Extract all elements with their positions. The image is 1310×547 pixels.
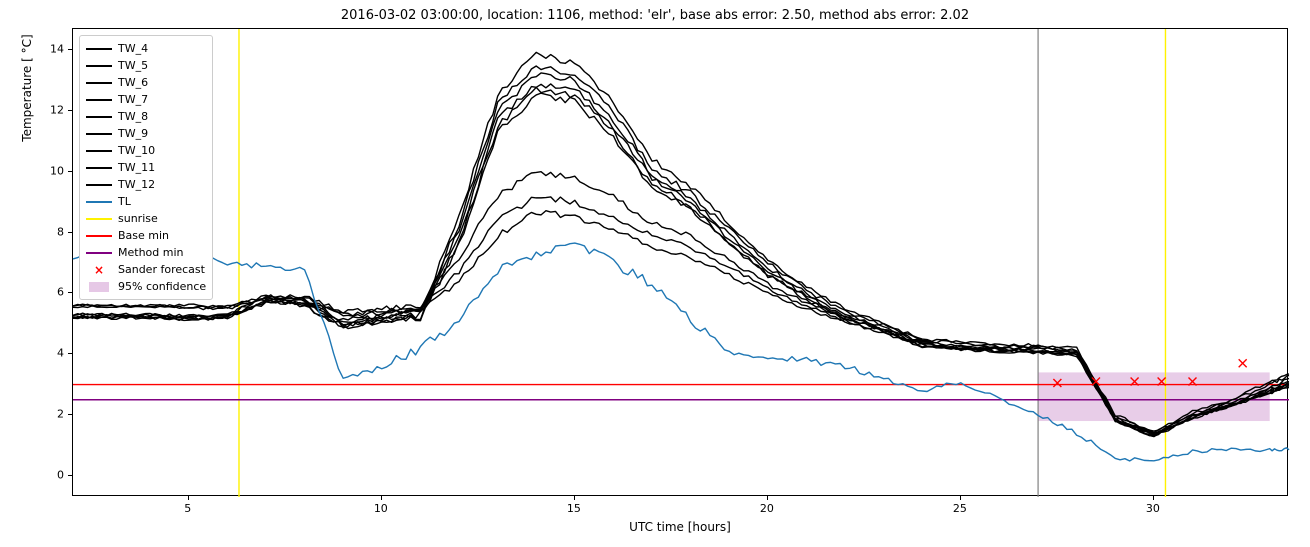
legend-swatch	[86, 60, 112, 72]
y-tick	[68, 171, 72, 172]
x-tick	[381, 496, 382, 500]
legend-label: TW_4	[118, 42, 148, 55]
legend-item: TW_9	[86, 125, 206, 142]
y-tick	[68, 49, 72, 50]
y-tick-label: 12	[44, 104, 64, 117]
legend-swatch	[86, 213, 112, 225]
x-tick	[1153, 496, 1154, 500]
legend-swatch	[86, 94, 112, 106]
x-tick	[574, 496, 575, 500]
legend-swatch: ×	[86, 264, 112, 276]
x-tick-label: 15	[567, 502, 581, 515]
y-tick-label: 8	[44, 225, 64, 238]
legend-label: TW_12	[118, 178, 155, 191]
legend-swatch	[86, 145, 112, 157]
y-tick	[68, 110, 72, 111]
y-tick	[68, 353, 72, 354]
legend-swatch	[86, 77, 112, 89]
legend-item: TW_6	[86, 74, 206, 91]
legend-swatch	[86, 179, 112, 191]
legend-item: TW_5	[86, 57, 206, 74]
legend-swatch	[86, 196, 112, 208]
legend-label: TW_9	[118, 127, 148, 140]
legend-label: TW_6	[118, 76, 148, 89]
y-tick	[68, 414, 72, 415]
legend-item: TL	[86, 193, 206, 210]
plot-area: TW_4 TW_5 TW_6 TW_7 TW_8 TW_9 TW_10 TW_11 TW_12 T…	[72, 28, 1288, 496]
legend-item: TW_7	[86, 91, 206, 108]
legend-swatch	[86, 128, 112, 140]
legend-swatch	[86, 281, 112, 293]
y-tick	[68, 475, 72, 476]
y-tick-label: 14	[44, 43, 64, 56]
chart-title: 2016-03-02 03:00:00, location: 1106, met…	[0, 8, 1310, 23]
legend: TW_4 TW_5 TW_6 TW_7 TW_8 TW_9 TW_10 TW_11 TW_12 T…	[79, 35, 213, 300]
legend-item: × Sander forecast	[86, 261, 206, 278]
legend-item: 95% confidence	[86, 278, 206, 295]
chart-container: 2016-03-02 03:00:00, location: 1106, met…	[0, 0, 1310, 547]
legend-label: sunrise	[118, 212, 158, 225]
legend-item: sunrise	[86, 210, 206, 227]
x-tick	[188, 496, 189, 500]
x-tick	[960, 496, 961, 500]
y-tick-label: 4	[44, 347, 64, 360]
legend-item: Base min	[86, 227, 206, 244]
legend-label: TW_5	[118, 59, 148, 72]
legend-label: TW_10	[118, 144, 155, 157]
legend-label: Base min	[118, 229, 169, 242]
legend-label: TW_8	[118, 110, 148, 123]
x-tick-label: 30	[1146, 502, 1160, 515]
legend-item: TW_10	[86, 142, 206, 159]
legend-label: Method min	[118, 246, 184, 259]
y-tick-label: 0	[44, 468, 64, 481]
y-tick	[68, 232, 72, 233]
x-tick-label: 5	[184, 502, 191, 515]
legend-label: 95% confidence	[118, 280, 206, 293]
legend-swatch	[86, 162, 112, 174]
legend-item: TW_4	[86, 40, 206, 57]
y-tick-label: 6	[44, 286, 64, 299]
x-tick	[767, 496, 768, 500]
x-axis-label: UTC time [hours]	[72, 520, 1288, 534]
legend-item: TW_11	[86, 159, 206, 176]
x-tick-label: 20	[760, 502, 774, 515]
x-tick-label: 10	[374, 502, 388, 515]
y-tick-label: 2	[44, 407, 64, 420]
legend-label: TW_11	[118, 161, 155, 174]
legend-swatch	[86, 247, 112, 259]
y-tick	[68, 292, 72, 293]
legend-item: TW_8	[86, 108, 206, 125]
legend-swatch	[86, 230, 112, 242]
y-axis-label: Temperature [ °C]	[20, 0, 34, 322]
y-tick-label: 10	[44, 164, 64, 177]
legend-swatch	[86, 43, 112, 55]
x-tick-label: 25	[953, 502, 967, 515]
legend-swatch	[86, 111, 112, 123]
legend-label: TL	[118, 195, 131, 208]
plot-svg	[73, 29, 1289, 497]
legend-item: TW_12	[86, 176, 206, 193]
legend-label: Sander forecast	[118, 263, 205, 276]
legend-label: TW_7	[118, 93, 148, 106]
legend-item: Method min	[86, 244, 206, 261]
